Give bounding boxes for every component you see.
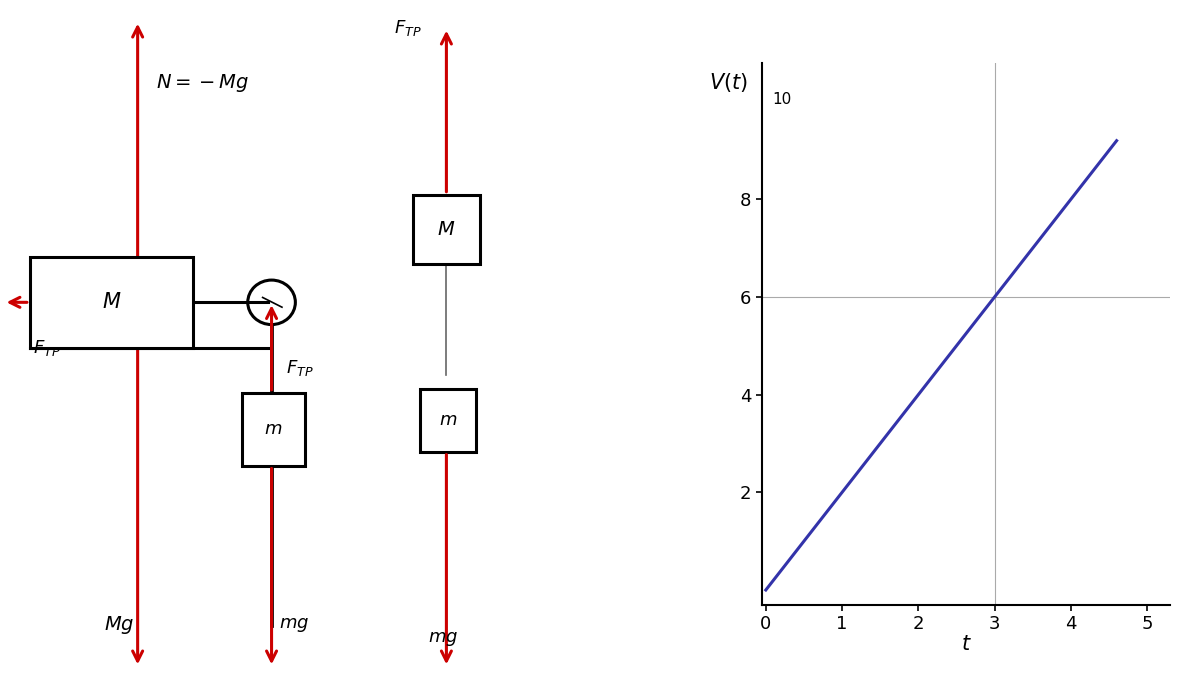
Text: $M$: $M$ xyxy=(102,293,121,312)
Text: $m$: $m$ xyxy=(264,420,282,438)
Bar xyxy=(242,393,305,466)
Text: $mg$: $mg$ xyxy=(278,616,310,635)
Text: $V(t)$: $V(t)$ xyxy=(709,71,748,94)
Text: $F_{TP}$: $F_{TP}$ xyxy=(395,18,422,38)
Text: $Mg$: $Mg$ xyxy=(104,614,134,637)
X-axis label: $t$: $t$ xyxy=(960,635,972,655)
Text: 10: 10 xyxy=(772,92,791,106)
Bar xyxy=(420,389,476,452)
Text: $F_{TP}$: $F_{TP}$ xyxy=(34,338,61,357)
Text: $N = -Mg$: $N = -Mg$ xyxy=(156,72,250,95)
Text: $m$: $m$ xyxy=(439,411,457,430)
Text: $F_{TP}$: $F_{TP}$ xyxy=(287,359,314,378)
Text: $M$: $M$ xyxy=(437,220,456,239)
Text: $mg$: $mg$ xyxy=(427,630,458,648)
Bar xyxy=(413,195,480,264)
Bar xyxy=(30,257,193,348)
